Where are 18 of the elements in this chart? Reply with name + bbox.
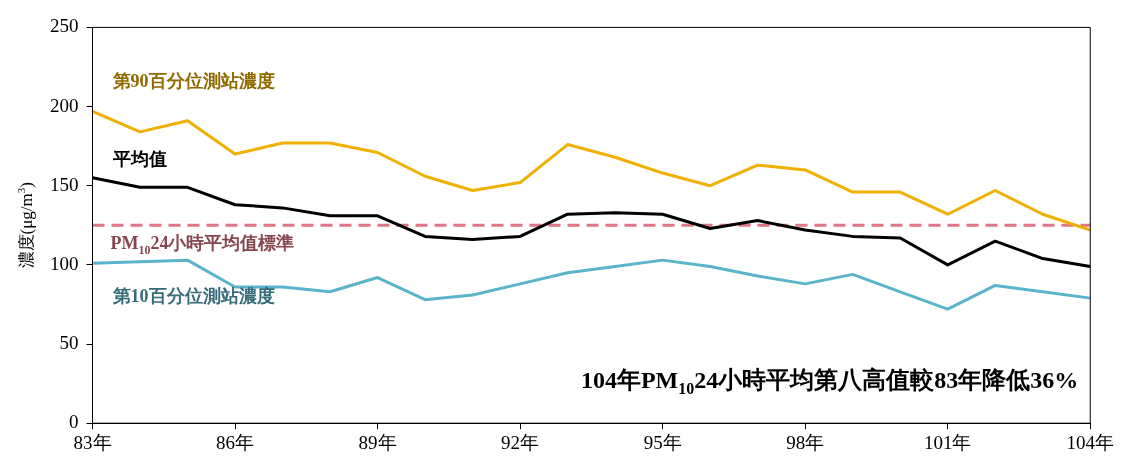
x-tick-label: 98年 <box>786 431 825 453</box>
x-tick-label: 104年 <box>1066 431 1114 453</box>
x-tick-label: 89年 <box>358 431 397 453</box>
y-tick-label: 50 <box>59 332 79 354</box>
y-tick-label: 100 <box>50 252 79 274</box>
series-label: 平均值 <box>111 149 167 170</box>
y-tick-label: 250 <box>50 15 79 37</box>
y-tick-label: 150 <box>50 173 79 195</box>
x-tick-label: 83年 <box>73 431 112 453</box>
x-tick-label: 92年 <box>501 431 540 453</box>
y-axis-title: 濃度(μg/m3) <box>15 182 36 269</box>
series-label: 第10百分位測站濃度 <box>111 285 275 306</box>
y-tick-label: 0 <box>69 411 79 433</box>
series-label: 第90百分位測站濃度 <box>111 70 275 91</box>
x-tick-label: 95年 <box>643 431 682 453</box>
x-tick-label: 86年 <box>216 431 255 453</box>
x-tick-label: 101年 <box>923 431 972 453</box>
y-tick-label: 200 <box>50 94 79 116</box>
